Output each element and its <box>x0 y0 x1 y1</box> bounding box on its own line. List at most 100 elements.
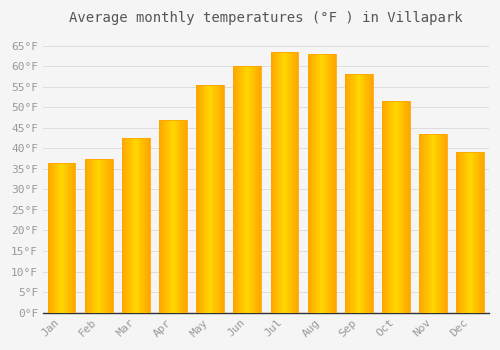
Bar <box>91 159 92 313</box>
Bar <box>256 66 257 313</box>
Bar <box>424 134 425 313</box>
Bar <box>471 152 472 313</box>
Bar <box>166 119 167 313</box>
Bar <box>160 119 161 313</box>
Bar <box>143 138 144 313</box>
Bar <box>297 52 298 313</box>
Bar <box>127 138 128 313</box>
Bar <box>422 134 424 313</box>
Bar <box>472 152 473 313</box>
Bar <box>290 52 291 313</box>
Bar <box>396 101 398 313</box>
Bar <box>392 101 393 313</box>
Bar <box>257 66 258 313</box>
Bar <box>308 54 309 313</box>
Bar <box>311 54 312 313</box>
Bar <box>292 52 293 313</box>
Bar <box>368 74 370 313</box>
Bar <box>385 101 386 313</box>
Bar <box>456 152 484 313</box>
Bar <box>352 74 354 313</box>
Bar <box>241 66 242 313</box>
Bar <box>365 74 366 313</box>
Bar <box>122 138 124 313</box>
Bar <box>110 159 112 313</box>
Bar <box>109 159 110 313</box>
Bar <box>393 101 394 313</box>
Bar <box>177 119 178 313</box>
Bar <box>149 138 150 313</box>
Bar <box>183 119 184 313</box>
Bar <box>476 152 478 313</box>
Bar <box>61 163 62 313</box>
Bar <box>466 152 467 313</box>
Bar <box>250 66 251 313</box>
Bar <box>394 101 396 313</box>
Bar <box>184 119 185 313</box>
Bar <box>217 85 218 313</box>
Bar <box>54 163 56 313</box>
Bar <box>220 85 222 313</box>
Bar <box>259 66 260 313</box>
Bar <box>383 101 384 313</box>
Bar <box>398 101 399 313</box>
Bar <box>244 66 246 313</box>
Bar <box>473 152 474 313</box>
Bar <box>475 152 476 313</box>
Bar <box>361 74 362 313</box>
Bar <box>443 134 444 313</box>
Bar <box>462 152 464 313</box>
Bar <box>248 66 250 313</box>
Bar <box>148 138 149 313</box>
Bar <box>216 85 217 313</box>
Bar <box>288 52 290 313</box>
Bar <box>283 52 284 313</box>
Bar <box>239 66 240 313</box>
Bar <box>135 138 136 313</box>
Bar <box>406 101 407 313</box>
Bar <box>324 54 325 313</box>
Bar <box>63 163 64 313</box>
Bar <box>58 163 59 313</box>
Bar <box>362 74 363 313</box>
Bar <box>218 85 219 313</box>
Bar <box>147 138 148 313</box>
Bar <box>185 119 186 313</box>
Bar <box>354 74 356 313</box>
Bar <box>178 119 180 313</box>
Bar <box>164 119 166 313</box>
Bar <box>286 52 288 313</box>
Bar <box>478 152 480 313</box>
Bar <box>276 52 277 313</box>
Bar <box>270 52 272 313</box>
Bar <box>468 152 469 313</box>
Bar <box>251 66 252 313</box>
Bar <box>87 159 88 313</box>
Bar <box>170 119 171 313</box>
Bar <box>254 66 255 313</box>
Bar <box>169 119 170 313</box>
Bar <box>483 152 484 313</box>
Bar <box>136 138 138 313</box>
Bar <box>86 159 87 313</box>
Bar <box>319 54 320 313</box>
Bar <box>142 138 143 313</box>
Bar <box>196 85 224 313</box>
Bar <box>90 159 91 313</box>
Bar <box>334 54 335 313</box>
Bar <box>134 138 135 313</box>
Bar <box>470 152 471 313</box>
Bar <box>480 152 481 313</box>
Bar <box>85 159 112 313</box>
Bar <box>108 159 109 313</box>
Bar <box>236 66 237 313</box>
Bar <box>404 101 405 313</box>
Bar <box>403 101 404 313</box>
Bar <box>482 152 483 313</box>
Bar <box>285 52 286 313</box>
Bar <box>382 101 383 313</box>
Bar <box>104 159 105 313</box>
Bar <box>72 163 74 313</box>
Bar <box>64 163 65 313</box>
Bar <box>467 152 468 313</box>
